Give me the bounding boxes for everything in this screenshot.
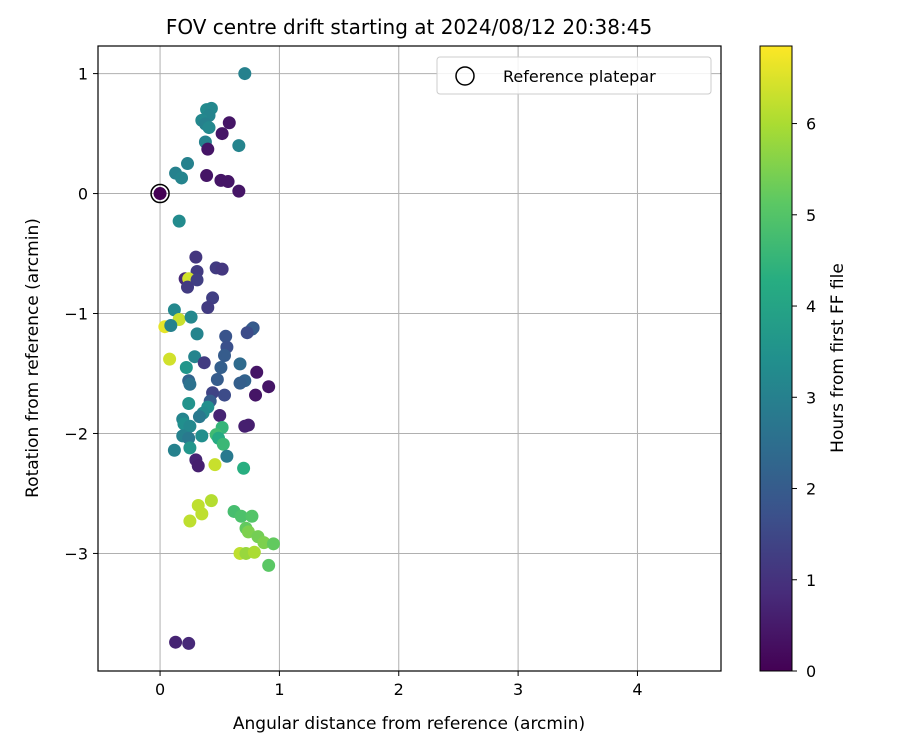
data-point — [215, 127, 229, 141]
data-point — [164, 319, 178, 333]
colorbar-tick-label: 4 — [806, 297, 816, 316]
data-point — [181, 280, 195, 294]
chart-title: FOV centre drift starting at 2024/08/12 … — [166, 15, 652, 39]
data-point — [167, 303, 181, 317]
colorbar-tick-label: 1 — [806, 571, 816, 590]
data-point — [232, 184, 246, 198]
data-point — [219, 329, 233, 343]
data-point — [179, 360, 193, 374]
legend-marker-reference — [455, 66, 475, 86]
data-point — [262, 558, 276, 572]
y-tick-label: 0 — [78, 185, 88, 204]
data-point — [201, 301, 215, 315]
data-point — [183, 441, 197, 455]
colorbar-tick-label: 6 — [806, 115, 816, 134]
data-point — [182, 396, 196, 410]
data-point — [202, 121, 216, 135]
data-point — [237, 461, 251, 475]
data-point — [175, 171, 189, 185]
data-point — [250, 365, 264, 379]
data-point — [163, 352, 177, 366]
data-point — [190, 327, 204, 341]
data-point — [153, 187, 167, 201]
data-point — [221, 175, 235, 189]
data-point — [238, 419, 252, 433]
x-tick-label: 3 — [513, 680, 523, 699]
data-point — [183, 419, 197, 433]
colorbar-tick-label: 3 — [806, 388, 816, 407]
data-point — [192, 410, 206, 424]
data-point — [167, 443, 181, 457]
data-point — [206, 291, 220, 305]
data-point — [208, 458, 222, 472]
x-tick-label: 0 — [155, 680, 165, 699]
colorbar-tick-label: 2 — [806, 480, 816, 499]
data-point — [218, 349, 232, 363]
data-point — [247, 545, 261, 559]
data-point — [234, 509, 248, 523]
data-point — [222, 116, 236, 130]
data-point — [184, 310, 198, 324]
data-point — [191, 459, 205, 473]
data-point — [262, 380, 276, 394]
y-axis: −3 −2 −1 0 1 — [64, 65, 98, 563]
data-point — [218, 388, 232, 402]
legend: Reference platepar — [436, 56, 712, 95]
y-tick-label: 1 — [78, 65, 88, 84]
data-points — [150, 67, 280, 650]
data-point — [190, 273, 204, 287]
x-tick-label: 2 — [394, 680, 404, 699]
data-point — [181, 157, 195, 171]
legend-box — [436, 56, 712, 95]
data-point — [188, 350, 202, 364]
data-point — [215, 262, 229, 276]
data-point — [182, 636, 196, 650]
data-point — [220, 449, 234, 463]
x-tick-label: 1 — [274, 680, 284, 699]
x-axis: 0 1 2 3 4 — [155, 671, 643, 699]
y-tick-label: −3 — [64, 544, 88, 563]
y-tick-label: −2 — [64, 424, 88, 443]
data-point — [257, 536, 271, 550]
data-point — [204, 494, 218, 508]
data-point — [189, 250, 203, 264]
data-point — [195, 507, 209, 521]
data-point — [216, 437, 230, 451]
colorbar-ticks: 0 1 2 3 4 5 6 — [792, 115, 816, 681]
data-point — [266, 537, 280, 551]
plot-frame — [97, 45, 722, 672]
data-point — [169, 635, 183, 649]
data-point — [195, 429, 209, 443]
colorbar-tick-label: 5 — [806, 206, 816, 225]
data-point — [172, 214, 186, 228]
y-tick-label: −1 — [64, 305, 88, 324]
legend-label-reference: Reference platepar — [503, 67, 656, 86]
reference-marker — [150, 183, 170, 204]
data-point — [214, 360, 228, 374]
y-axis-title: Rotation from reference (arcmin) — [23, 218, 43, 498]
data-point — [240, 326, 254, 340]
data-point — [200, 169, 214, 183]
x-axis-title: Angular distance from reference (arcmin) — [233, 714, 585, 734]
colorbar-gradient — [759, 45, 793, 672]
x-tick-label: 4 — [632, 680, 642, 699]
data-point — [245, 509, 259, 523]
data-point — [201, 142, 215, 156]
colorbar: 0 1 2 3 4 5 6 Hours from first FF file — [759, 45, 848, 681]
data-point — [233, 357, 247, 371]
data-point — [210, 372, 224, 386]
data-point — [213, 408, 227, 422]
data-point — [232, 139, 246, 153]
colorbar-tick-label: 0 — [806, 662, 816, 681]
data-point — [183, 514, 197, 528]
colorbar-title: Hours from first FF file — [828, 263, 848, 453]
data-point — [182, 431, 196, 445]
data-point — [197, 356, 211, 370]
data-point — [233, 376, 247, 390]
data-point — [249, 388, 263, 402]
data-point — [183, 377, 197, 391]
data-point — [238, 67, 252, 81]
